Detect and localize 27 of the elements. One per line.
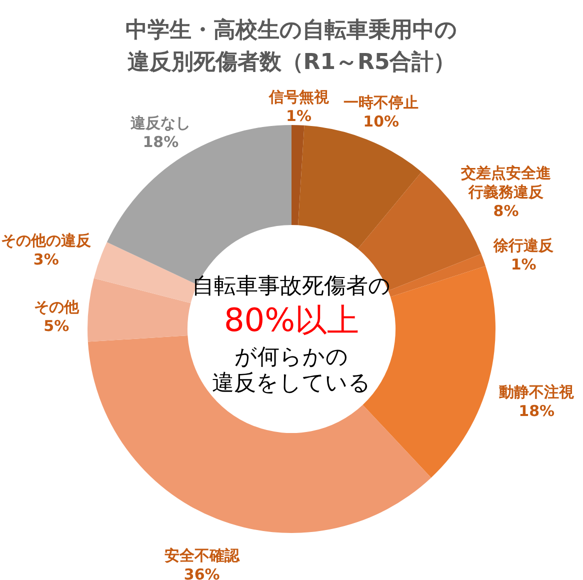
data-label: 8% <box>493 202 519 220</box>
data-label: 18% <box>142 132 179 151</box>
donut-slice <box>88 336 432 533</box>
text: 違反をしている <box>212 371 371 396</box>
text: 80%以上 <box>224 301 360 339</box>
slice-label: その他の違反 <box>1 232 92 250</box>
slice-label: 一時不停止 <box>344 94 419 112</box>
slice-label: 交差点安全進行義務違反 <box>460 164 552 202</box>
slice-label: その他 <box>34 298 80 316</box>
slice-label: 動静不注視 <box>498 382 576 401</box>
donut-slice <box>298 125 422 249</box>
data-label: 1% <box>286 107 312 126</box>
slice-label: 徐行違反 <box>492 236 555 254</box>
donut-slice <box>88 278 191 342</box>
data-label: 3% <box>33 250 59 269</box>
slice-label: 違反なし <box>130 114 191 132</box>
chart-title: 中学生・高校生の自転車乗用中の違反別死傷者数（R1～R5合計） <box>126 17 458 75</box>
donut-slice <box>292 125 304 226</box>
data-label: 10% <box>363 112 400 131</box>
slice-label: 信号無視 <box>268 88 330 106</box>
slice-label: 安全不確認 <box>164 546 240 564</box>
data-label: 36% <box>184 565 220 580</box>
donut-slice <box>388 254 486 297</box>
data-label: 5% <box>44 316 70 335</box>
data-label: 18% <box>518 402 555 420</box>
data-label: 1% <box>510 255 536 274</box>
text: が何らかの <box>234 345 348 370</box>
